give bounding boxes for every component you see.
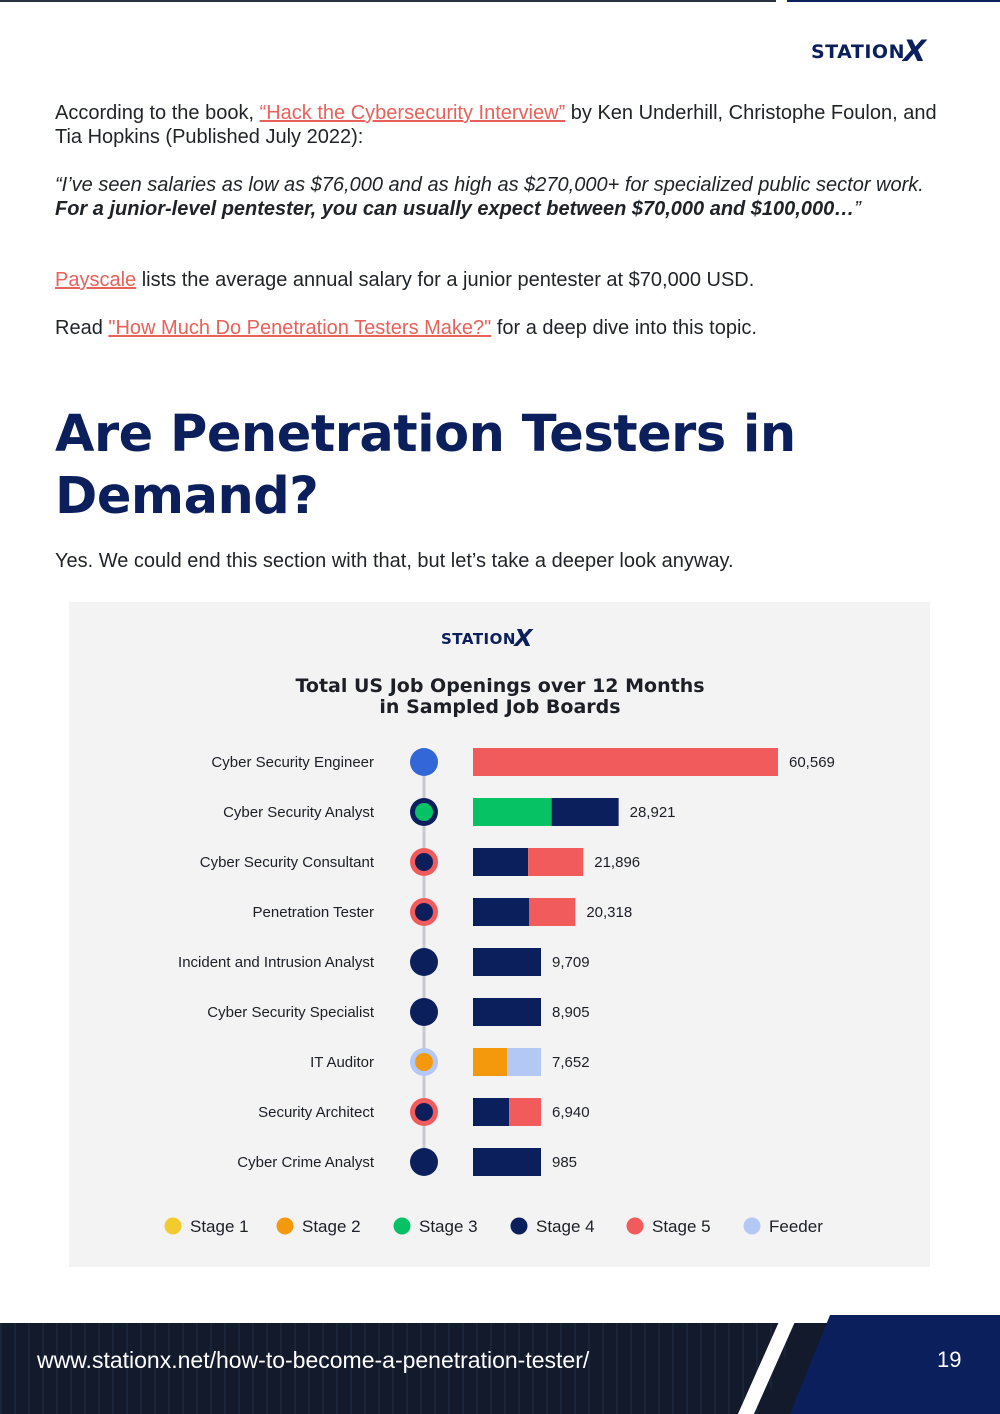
footer-blue-band bbox=[790, 1315, 1000, 1414]
value-label: 20,318 bbox=[586, 904, 632, 921]
section-heading: Are Penetration Testers in Demand? bbox=[55, 405, 796, 526]
value-label: 60,569 bbox=[789, 754, 835, 771]
category-label: Cyber Security Engineer bbox=[211, 754, 374, 771]
top-rule-accent bbox=[787, 0, 1000, 2]
legend-swatch bbox=[743, 1217, 761, 1235]
value-label: 7,652 bbox=[552, 1054, 590, 1071]
intro-paragraph: According to the book, “Hack the Cyberse… bbox=[55, 102, 937, 148]
bar-segment bbox=[473, 1048, 507, 1076]
legend-swatch bbox=[393, 1217, 411, 1235]
bar-segment bbox=[473, 948, 541, 976]
value-label: 9,709 bbox=[552, 954, 590, 971]
legend-swatch bbox=[626, 1217, 644, 1235]
footer-url-link[interactable]: www.stationx.net/how-to-become-a-penetra… bbox=[37, 1347, 590, 1373]
bar-segment bbox=[473, 898, 530, 926]
marker-dot bbox=[410, 1148, 438, 1176]
value-label: 21,896 bbox=[594, 854, 640, 871]
category-label: Cyber Security Analyst bbox=[223, 804, 375, 821]
read-more-paragraph: Read "How Much Do Penetration Testers Ma… bbox=[55, 317, 757, 339]
marker-dot bbox=[410, 948, 438, 976]
footer-dark-band bbox=[0, 1323, 820, 1414]
legend-label: Stage 2 bbox=[302, 1217, 361, 1236]
legend-swatch bbox=[276, 1217, 294, 1235]
book-quote: “I’ve seen salaries as low as $76,000 an… bbox=[55, 174, 924, 220]
chart-stationx-logo: STATION X bbox=[441, 625, 536, 652]
marker-dot bbox=[415, 903, 433, 921]
legend-swatch bbox=[164, 1217, 182, 1235]
page-number: 19 bbox=[937, 1347, 962, 1372]
footer bbox=[0, 1315, 1000, 1414]
bar-segment bbox=[529, 898, 576, 926]
bar-segment bbox=[528, 848, 584, 876]
section-paragraph: Yes. We could end this section with that… bbox=[55, 550, 734, 572]
category-label: IT Auditor bbox=[310, 1054, 374, 1071]
book-link[interactable]: “Hack the Cybersecurity Interview” bbox=[259, 102, 566, 124]
bar-segment bbox=[509, 1098, 541, 1126]
marker-dot bbox=[415, 1053, 433, 1071]
legend-label: Stage 4 bbox=[536, 1217, 595, 1236]
bar-segment bbox=[473, 848, 529, 876]
legend-label: Feeder bbox=[769, 1217, 823, 1236]
bar-segment bbox=[473, 1098, 510, 1126]
marker-dot bbox=[415, 1103, 433, 1121]
legend-label: Stage 1 bbox=[190, 1217, 249, 1236]
bar-segment bbox=[473, 748, 778, 776]
category-label: Cyber Crime Analyst bbox=[237, 1154, 375, 1171]
bar-segment bbox=[473, 1148, 541, 1176]
marker-dot bbox=[415, 803, 433, 821]
legend-label: Stage 3 bbox=[419, 1217, 478, 1236]
category-label: Cyber Security Consultant bbox=[200, 854, 375, 871]
payscale-link[interactable]: Payscale bbox=[55, 269, 137, 291]
bar-segment bbox=[551, 798, 619, 826]
payscale-paragraph: Payscale lists the average annual salary… bbox=[55, 269, 755, 291]
value-label: 985 bbox=[552, 1154, 577, 1171]
marker-dot bbox=[410, 748, 438, 776]
chart-title: Total US Job Openings over 12 Months in … bbox=[295, 675, 705, 718]
bar-segment bbox=[507, 1048, 541, 1076]
category-label: Penetration Tester bbox=[253, 904, 374, 921]
category-label: Cyber Security Specialist bbox=[207, 1004, 375, 1021]
salary-article-link[interactable]: "How Much Do Penetration Testers Make?" bbox=[108, 317, 492, 339]
legend-swatch bbox=[510, 1217, 528, 1235]
marker-dot bbox=[410, 998, 438, 1026]
value-label: 6,940 bbox=[552, 1104, 590, 1121]
category-label: Security Architect bbox=[258, 1104, 375, 1121]
legend-label: Stage 5 bbox=[652, 1217, 711, 1236]
bar-segment bbox=[473, 998, 541, 1026]
value-label: 8,905 bbox=[552, 1004, 590, 1021]
category-label: Incident and Intrusion Analyst bbox=[178, 954, 375, 971]
marker-dot bbox=[415, 853, 433, 871]
stationx-logo: STATION X bbox=[811, 34, 930, 68]
bar-segment bbox=[473, 798, 552, 826]
top-rule bbox=[0, 0, 776, 2]
value-label: 28,921 bbox=[630, 804, 676, 821]
